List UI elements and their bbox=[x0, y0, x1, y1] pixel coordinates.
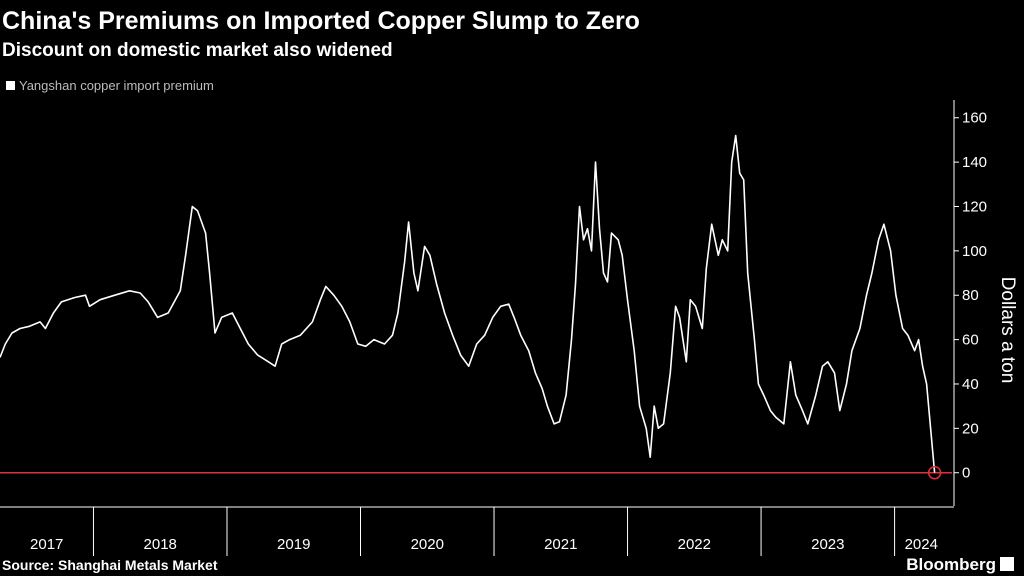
y-tick-label: 100 bbox=[962, 243, 987, 260]
brand: Bloomberg bbox=[906, 555, 996, 574]
end-marker bbox=[927, 465, 942, 480]
chart-title: China's Premiums on Imported Copper Slum… bbox=[2, 7, 640, 35]
x-tick-label: 2018 bbox=[144, 536, 177, 553]
legend-label: Yangshan copper import premium bbox=[19, 78, 214, 93]
y-axis-label: Dollars a ton bbox=[997, 277, 1018, 384]
y-tick-label: 80 bbox=[962, 287, 979, 304]
line-series bbox=[0, 134, 936, 473]
x-tick-label: 2022 bbox=[678, 536, 711, 553]
x-tick-label: 2020 bbox=[411, 536, 444, 553]
y-tick-label: 60 bbox=[962, 332, 979, 349]
chart-subtitle: Discount on domestic market also widened bbox=[2, 40, 393, 61]
y-tick-label: 140 bbox=[962, 154, 987, 171]
source: Source: Shanghai Metals Market bbox=[2, 557, 218, 573]
x-tick-label: 2017 bbox=[30, 536, 63, 553]
x-tick-label: 2021 bbox=[544, 536, 577, 553]
y-tick-label: 160 bbox=[962, 110, 987, 127]
y-tick-label: 20 bbox=[962, 420, 979, 437]
x-tick-label: 2019 bbox=[277, 536, 310, 553]
legend-swatch bbox=[6, 81, 15, 90]
x-tick-label: 2024 bbox=[905, 536, 938, 553]
y-tick-label: 40 bbox=[962, 376, 979, 393]
y-tick-label: 120 bbox=[962, 198, 987, 215]
x-tick-label: 2023 bbox=[811, 536, 844, 553]
brand-icon bbox=[1000, 557, 1014, 571]
y-tick-label: 0 bbox=[962, 465, 970, 482]
